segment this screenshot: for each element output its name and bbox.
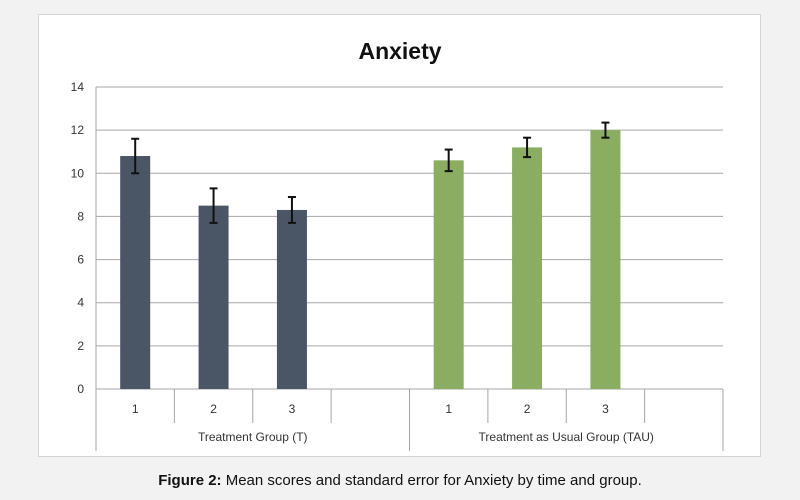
group-label: Treatment Group (T) xyxy=(198,430,308,444)
bar xyxy=(433,160,464,389)
x-tick-label: 1 xyxy=(132,402,139,416)
error-bar xyxy=(444,148,453,173)
y-tick-label: 4 xyxy=(77,296,84,310)
group-label: Treatment as Usual Group (TAU) xyxy=(479,430,654,444)
error-bar xyxy=(523,136,532,159)
y-tick-label: 2 xyxy=(77,339,84,353)
x-tick-label: 3 xyxy=(289,402,296,416)
x-tick-label: 2 xyxy=(210,402,217,416)
error-bar xyxy=(209,187,218,224)
caption-text: Mean scores and standard error for Anxie… xyxy=(225,472,642,489)
error-bar xyxy=(601,121,610,139)
chart-title: Anxiety xyxy=(358,38,441,64)
bar xyxy=(198,205,229,389)
x-tick-label: 3 xyxy=(602,402,609,416)
y-tick-label: 14 xyxy=(71,80,85,94)
bar xyxy=(276,209,307,389)
error-bars xyxy=(131,121,610,224)
x-tick-label: 2 xyxy=(524,402,531,416)
y-tick-label: 12 xyxy=(71,123,85,137)
y-tick-label: 8 xyxy=(77,209,84,223)
x-tick-label: 1 xyxy=(445,402,452,416)
bar xyxy=(120,156,151,389)
bar xyxy=(590,130,621,389)
bar xyxy=(512,147,543,389)
y-tick-label: 6 xyxy=(77,253,84,267)
caption-label: Figure 2: xyxy=(158,472,222,489)
bars xyxy=(120,130,621,389)
error-bar xyxy=(287,196,296,224)
gridlines xyxy=(96,86,723,390)
chart-frame: 0 2 4 6 8 10 12 14 1 2 3 1 2 3 Treatment Group (T) Trea… xyxy=(38,14,761,457)
y-tick-label: 10 xyxy=(71,166,85,180)
error-bar xyxy=(131,137,140,175)
y-tick-label: 0 xyxy=(77,382,84,396)
figure-caption: Figure 2: Mean scores and standard error… xyxy=(0,472,800,489)
